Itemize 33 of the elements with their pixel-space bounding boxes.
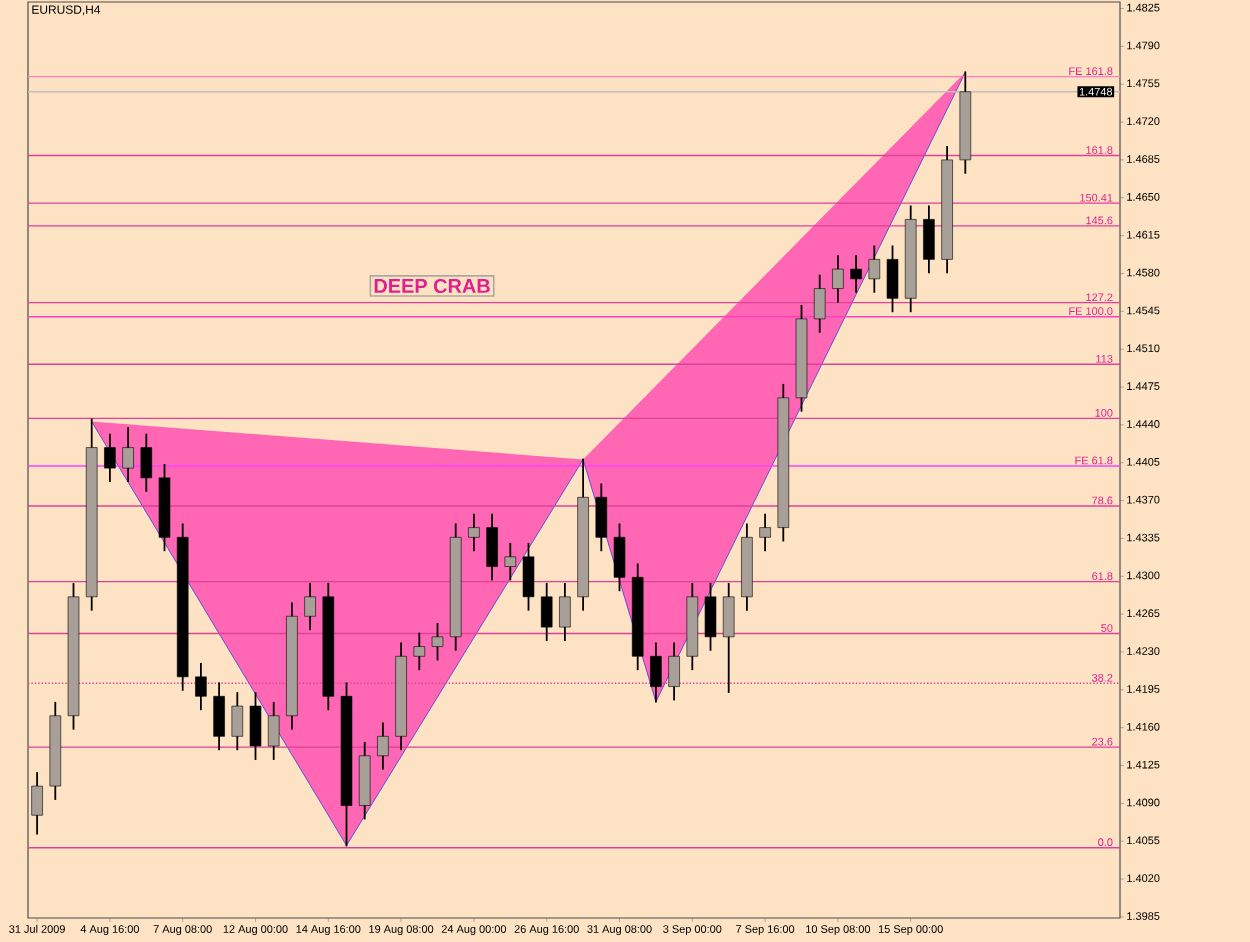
candlestick [650, 642, 662, 703]
candlestick [813, 274, 826, 333]
candlestick [267, 701, 280, 760]
candlestick [486, 513, 498, 581]
candlestick [923, 205, 935, 274]
candlestick [722, 582, 735, 693]
candlestick [249, 692, 262, 760]
candlestick [104, 433, 116, 482]
candlestick [595, 483, 608, 552]
candlestick [122, 427, 134, 482]
candlestick [504, 542, 517, 581]
candlestick [759, 513, 771, 552]
candlestick [668, 642, 680, 701]
candlestick [195, 662, 207, 711]
candlestick [304, 582, 316, 631]
candlestick [468, 513, 480, 552]
candlestick [231, 692, 244, 751]
candlestick [540, 582, 553, 641]
candlestick [213, 682, 225, 751]
candlestick [613, 523, 626, 592]
candlestick [140, 433, 153, 492]
candlestick [31, 772, 43, 835]
candlestick [522, 542, 535, 611]
candlestick [832, 255, 844, 303]
candlestick [431, 622, 444, 661]
candlestick [886, 245, 899, 313]
annotation: DEEP CRAB [374, 278, 490, 293]
candlestick [868, 245, 881, 293]
candlestick [704, 582, 717, 651]
candlestick [413, 632, 426, 671]
candlestick [559, 582, 571, 641]
candlestick [377, 722, 389, 770]
candlestick [850, 255, 862, 293]
